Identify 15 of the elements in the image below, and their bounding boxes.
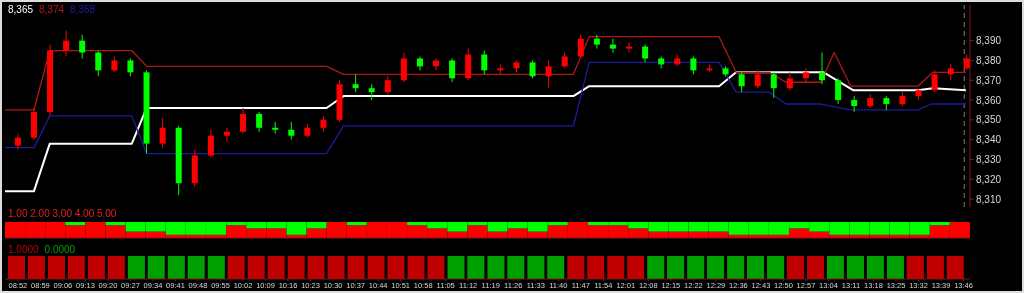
y-tick-label: 8,380 <box>976 55 1002 66</box>
y-tick-label: 8,360 <box>976 94 1002 106</box>
y-tick-label: 8,310 <box>976 193 1002 205</box>
y-tick-label: 8,340 <box>976 134 1002 146</box>
y-tick-label: 8,350 <box>976 114 1002 126</box>
text: 8,365 <box>8 4 34 15</box>
text: 0.0000 <box>44 244 76 255</box>
text: 1.00 2.00 3.00 4.00 5.00 <box>8 208 117 219</box>
text: 8,358 <box>70 4 96 15</box>
y-tick-label: 8,330 <box>976 154 1002 166</box>
y-tick-label: 8,370 <box>976 74 1002 86</box>
series-label: 1.0000 <box>8 244 39 255</box>
text: 8,374 <box>39 4 65 15</box>
y-tick-label: 8,320 <box>976 173 1002 185</box>
y-tick-label: 8,390 <box>976 35 1002 47</box>
